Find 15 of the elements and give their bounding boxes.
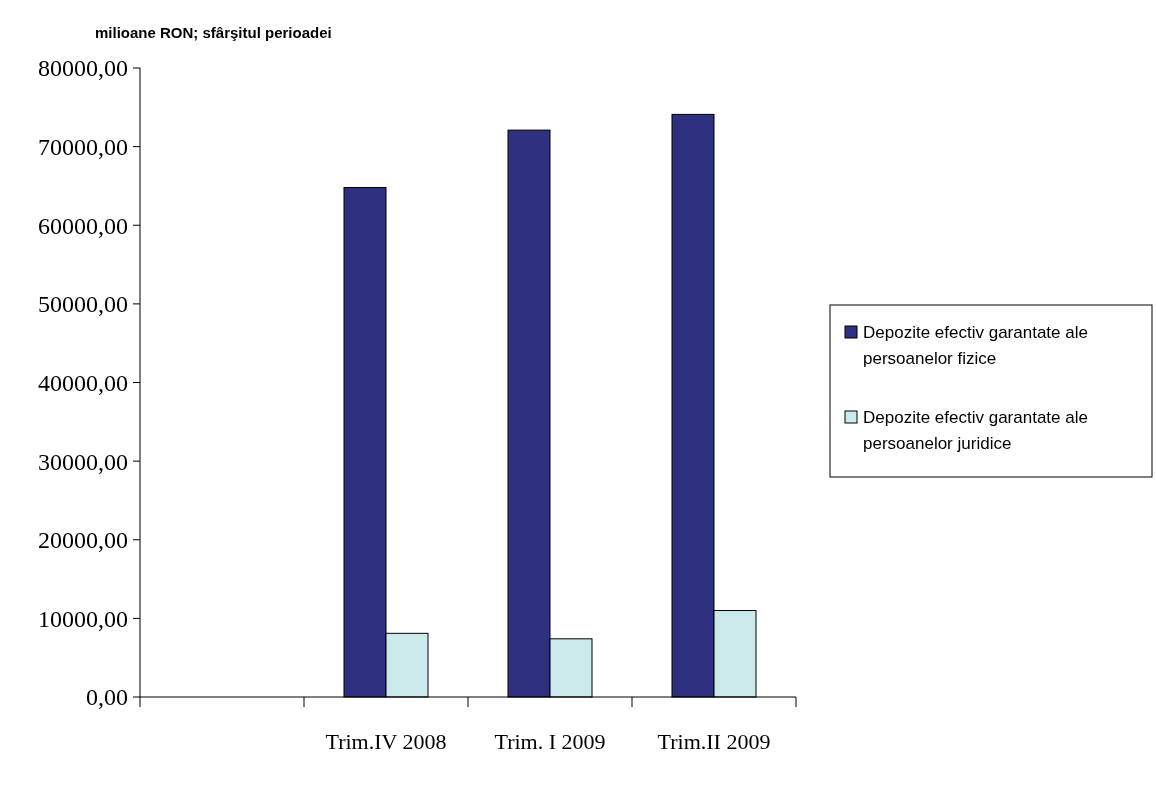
y-tick-label: 30000,00	[38, 448, 128, 475]
y-tick-label: 10000,00	[38, 605, 128, 632]
chart-title: milioane RON; sfârşitul perioadei	[95, 24, 332, 41]
y-tick-label: 20000,00	[38, 527, 128, 554]
legend-label: Depozite efectiv garantate ale persoanelor juridice	[863, 408, 1088, 453]
x-tick-label: Trim.II 2009	[657, 729, 771, 754]
x-tick-label: Trim.IV 2008	[325, 729, 447, 754]
y-tick-label: 70000,00	[38, 134, 128, 161]
y-tick-label: 50000,00	[38, 291, 128, 318]
y-tick-label: 0,00	[86, 684, 128, 711]
x-tick-label: Trim. I 2009	[494, 729, 606, 754]
y-tick-label: 40000,00	[38, 369, 128, 396]
legend-label: Depozite efectiv garantate ale persoanelor fizice	[863, 323, 1088, 368]
y-tick-label: 80000,00	[38, 55, 128, 82]
y-tick-label: 60000,00	[38, 212, 128, 239]
